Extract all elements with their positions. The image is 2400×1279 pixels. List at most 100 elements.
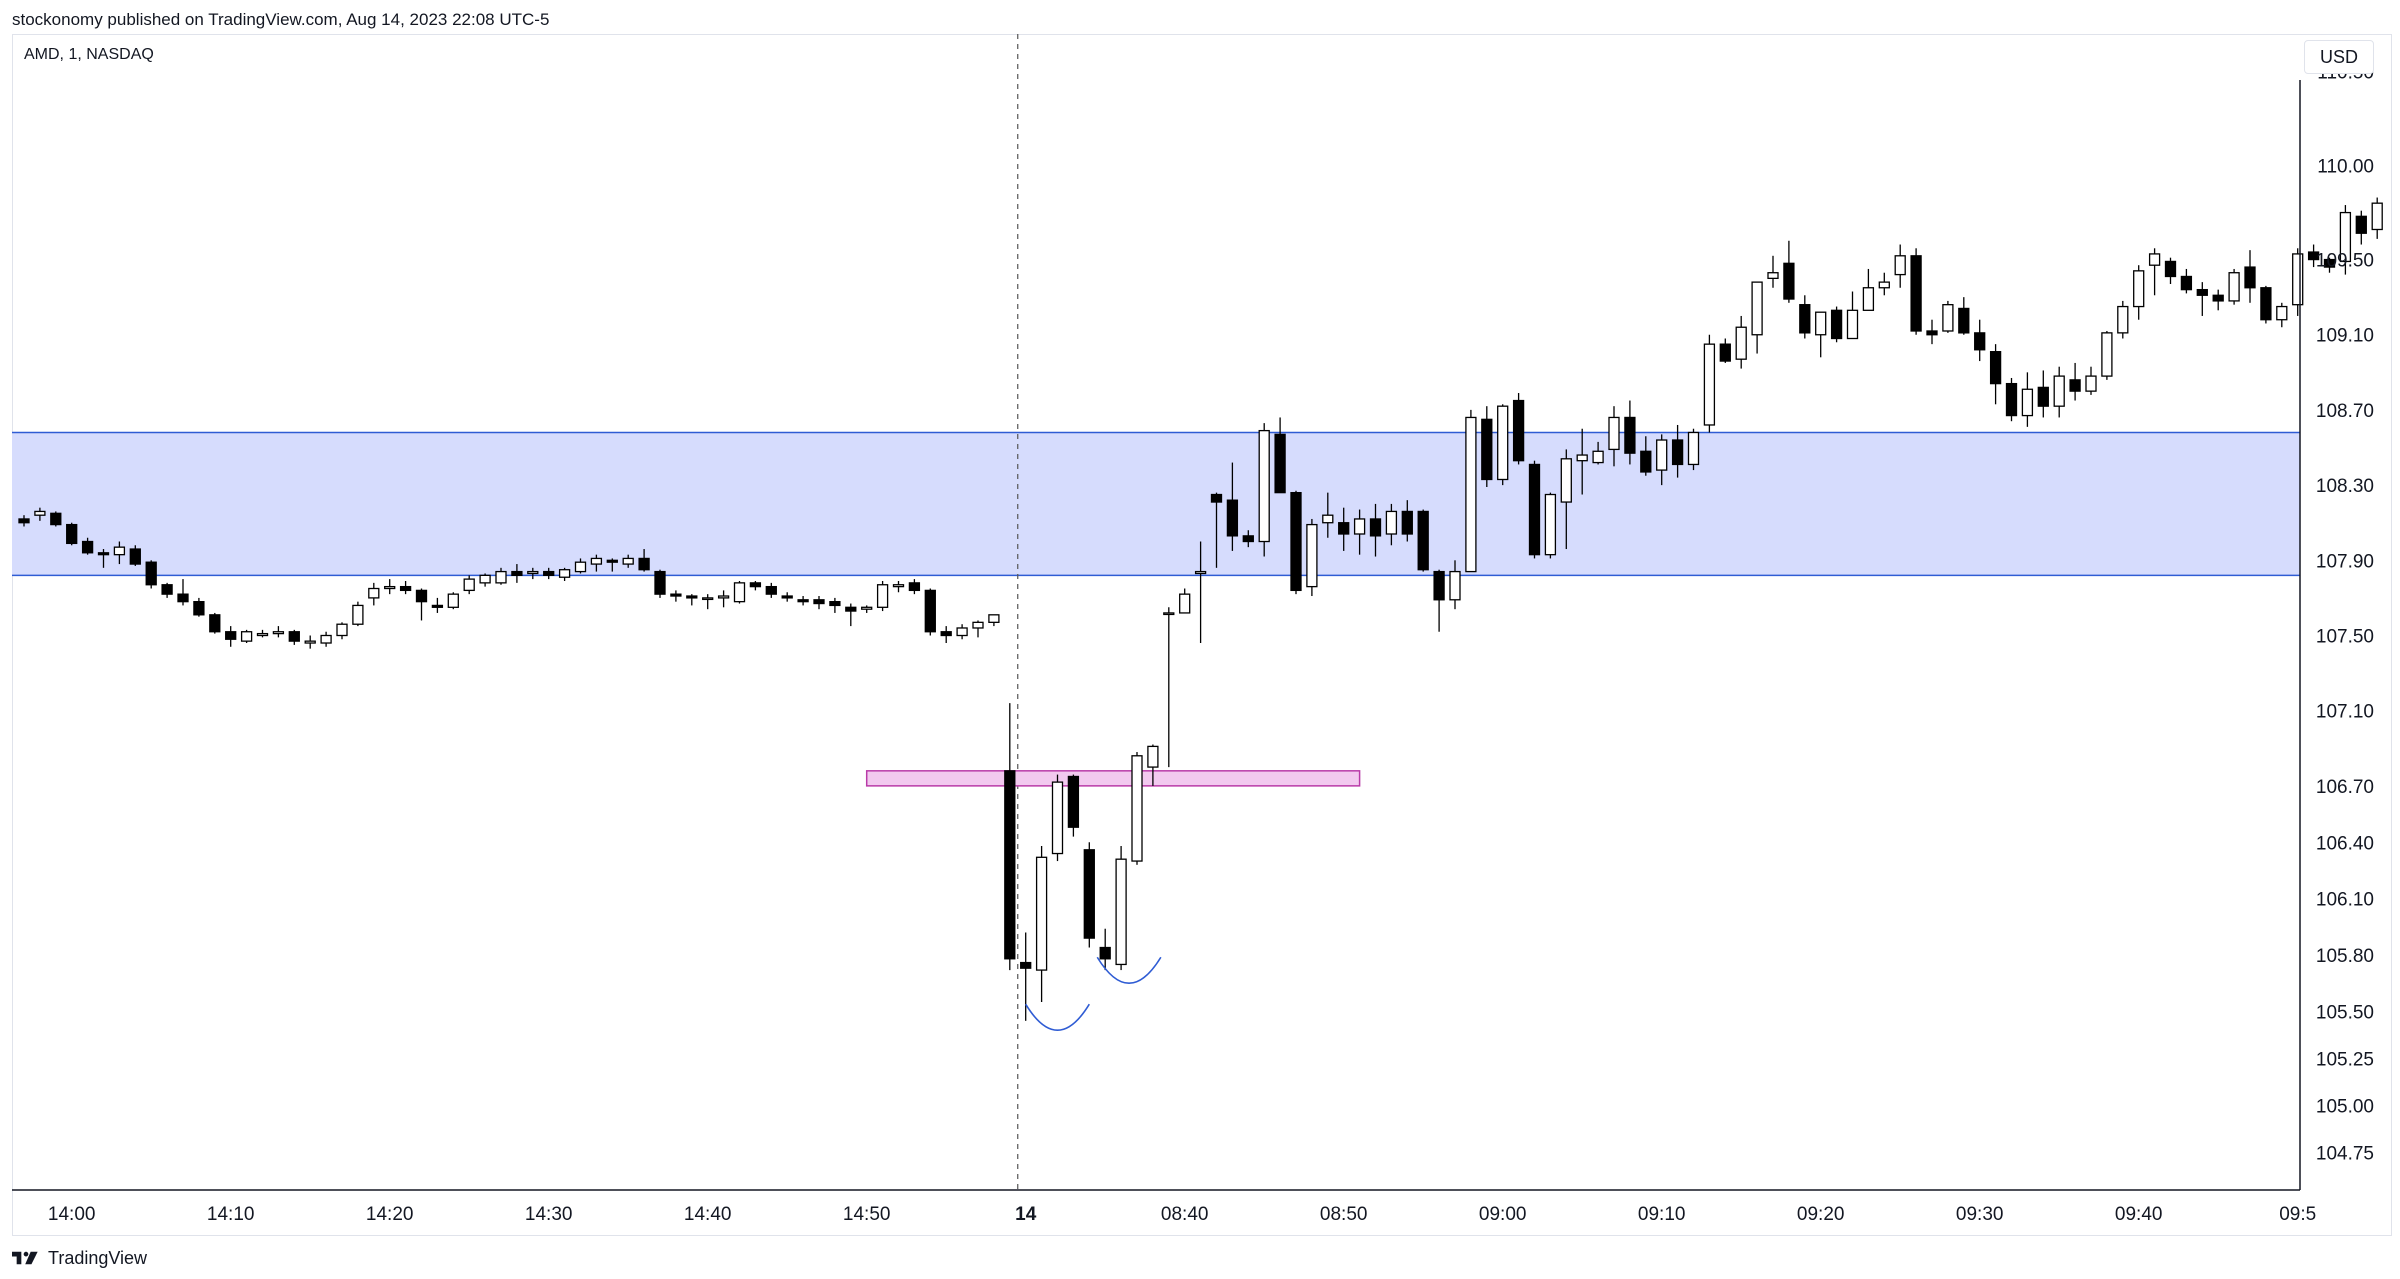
candle-down	[81, 540, 94, 554]
candle-down	[1640, 450, 1652, 473]
candle-up	[2133, 270, 2145, 308]
candle-up	[1306, 523, 1318, 588]
candle-down	[829, 601, 841, 607]
candle-up	[1194, 570, 1207, 575]
candle-up	[240, 631, 253, 642]
candle-down	[193, 601, 205, 616]
candle-down	[1830, 309, 1843, 340]
candle-down	[1481, 418, 1493, 481]
symbol-legend[interactable]: AMD, 1, NASDAQ	[24, 46, 154, 63]
candle-up	[1497, 405, 1509, 481]
candle-down	[1210, 493, 1223, 503]
candle-down	[543, 570, 555, 576]
candle-up	[368, 587, 380, 599]
candle-up	[1131, 755, 1143, 862]
candle-down	[1910, 255, 1922, 332]
candle-up	[2371, 202, 2383, 231]
candle-down	[2260, 287, 2272, 321]
candle-up	[495, 570, 507, 584]
candle-up	[1353, 518, 1366, 535]
candle-down	[1974, 332, 1986, 351]
price-tick-label: 106.40	[2316, 833, 2374, 854]
candle-down	[431, 604, 444, 608]
candle-up	[1767, 272, 1779, 280]
candle-up	[320, 634, 332, 644]
price-tick-label: 110.00	[2317, 157, 2374, 178]
candle-down	[1401, 510, 1413, 535]
candle-up	[1322, 514, 1334, 524]
candle-down	[765, 585, 777, 595]
candle-up	[1051, 781, 1064, 855]
time-tick-label: 09:20	[1797, 1204, 1845, 1225]
candle-down	[1799, 304, 1811, 334]
candle-up	[1703, 343, 1716, 426]
candle-up	[2148, 253, 2161, 266]
time-tick-label: 14:10	[207, 1204, 255, 1225]
time-tick-label: 14:30	[525, 1204, 573, 1225]
candle-up	[336, 623, 348, 637]
time-tick-label: 14:40	[684, 1204, 732, 1225]
candle-down	[1417, 510, 1429, 571]
candle-down	[145, 561, 157, 586]
candle-up	[1592, 450, 1604, 464]
candle-up	[304, 640, 316, 644]
candle-down	[1528, 463, 1541, 556]
candle-down	[1958, 307, 1970, 334]
candle-up	[2021, 388, 2034, 417]
candle-down	[1926, 330, 1938, 336]
candle-down	[1989, 351, 2002, 385]
candle-down	[129, 548, 141, 565]
price-tick-label: 109.50	[2316, 251, 2374, 272]
candle-down	[781, 595, 793, 599]
candle-up	[479, 574, 491, 584]
candle-down	[1369, 518, 1382, 537]
candle-down	[1433, 570, 1445, 601]
candle-down	[1290, 491, 1302, 592]
candle-down	[1242, 535, 1254, 543]
candle-down	[177, 593, 189, 603]
candle-down	[2212, 294, 2224, 302]
candle-down	[2037, 386, 2049, 407]
candle-up	[574, 561, 587, 573]
candle-up	[1735, 326, 1747, 360]
candle-down	[1004, 770, 1016, 960]
footer-brand-label: TradingView	[48, 1247, 148, 1268]
candle-up	[861, 606, 873, 610]
candle-down	[1099, 946, 1111, 960]
candle-up	[2276, 305, 2288, 321]
price-tick-label: 105.00	[2316, 1096, 2374, 1117]
candle-down	[845, 606, 857, 612]
price-tick-label: 108.30	[2316, 476, 2374, 497]
time-tick-label: 09:00	[1479, 1204, 1527, 1225]
candle-up	[463, 578, 475, 592]
candle-up	[1846, 309, 1859, 340]
currency-button[interactable]: USD	[2304, 40, 2374, 74]
candle-down	[797, 599, 809, 603]
price-tick-label: 105.25	[2316, 1049, 2374, 1070]
candle-down	[924, 589, 936, 633]
time-tick-label: 09:5	[2279, 1204, 2316, 1225]
zone-band	[12, 432, 2300, 576]
candle-down	[415, 589, 428, 603]
candle-up	[1608, 416, 1620, 451]
candle-down	[1083, 849, 1095, 939]
price-tick-label: 109.10	[2316, 326, 2374, 347]
candle-up	[717, 595, 730, 599]
candle-up	[527, 570, 539, 575]
price-tick-label: 106.10	[2316, 890, 2374, 911]
candle-up	[1942, 304, 1954, 332]
candle-up	[1544, 493, 1557, 556]
candle-down	[288, 631, 300, 642]
candle-down	[225, 631, 237, 640]
time-tick-label: 09:40	[2115, 1204, 2163, 1225]
candle-down	[940, 631, 952, 637]
candle-up	[1751, 281, 1763, 336]
candle-down	[1226, 499, 1239, 537]
candle-down	[1338, 522, 1350, 535]
candle-up	[1163, 612, 1175, 616]
candle-down	[908, 582, 921, 592]
footer-brand[interactable]: TradingView	[12, 1244, 147, 1272]
candle-up	[352, 604, 364, 625]
candle-down	[670, 593, 682, 597]
